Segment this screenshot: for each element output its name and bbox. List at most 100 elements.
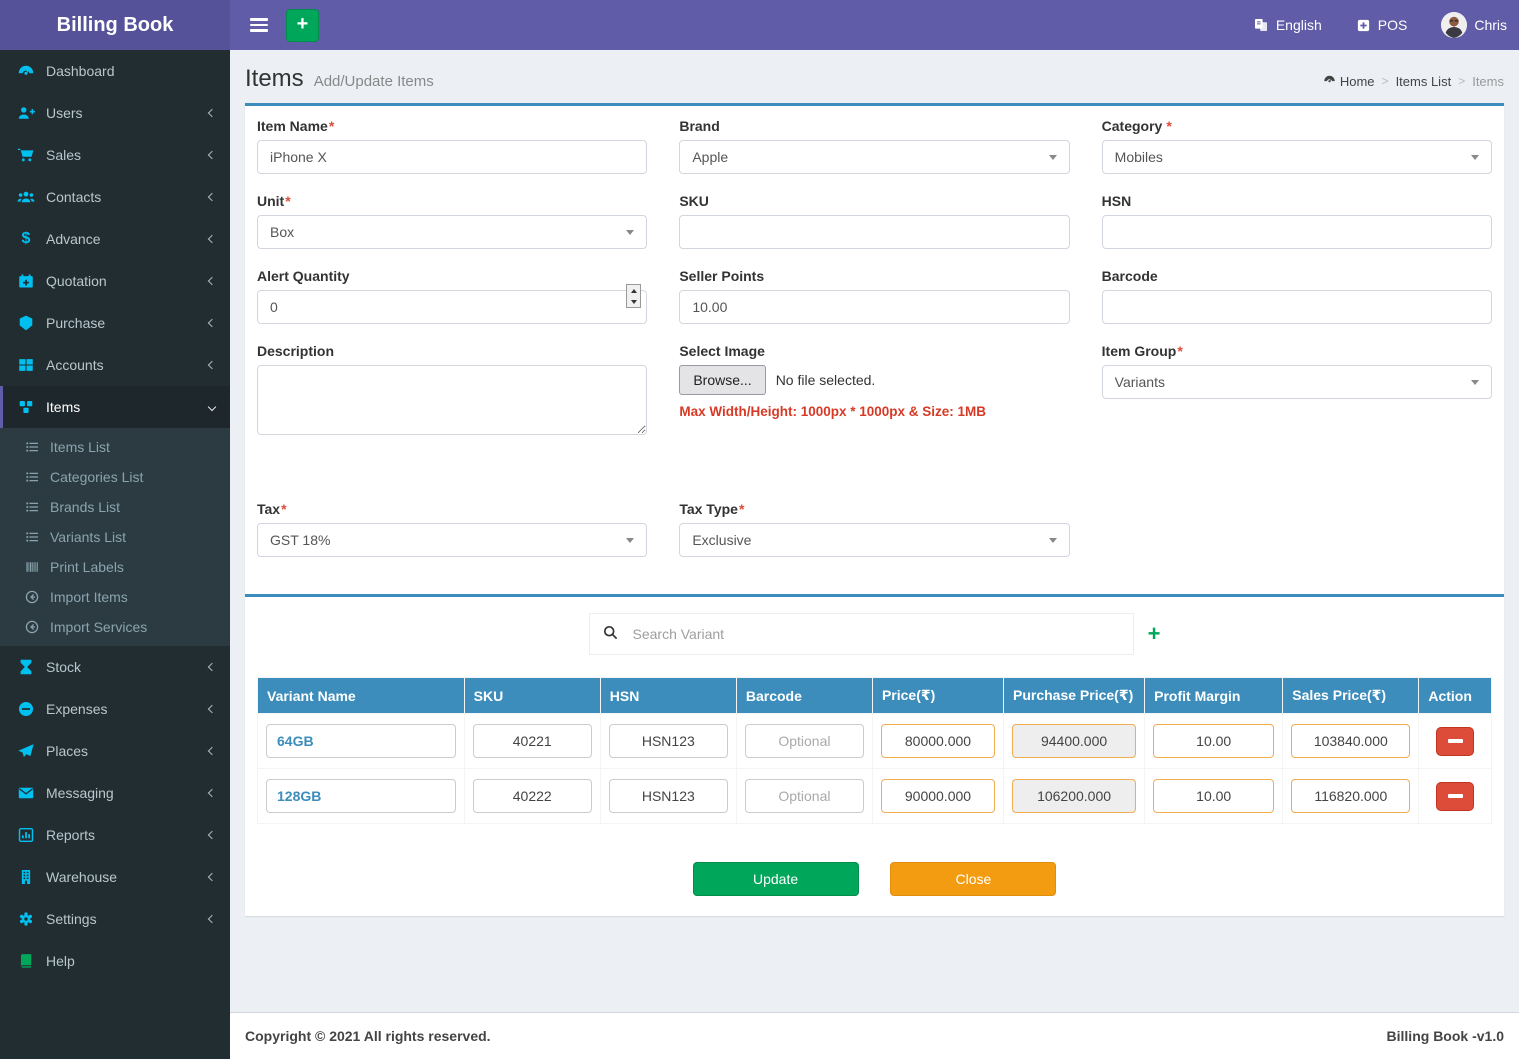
chevron-left-icon bbox=[207, 830, 217, 840]
alert-quantity-field[interactable] bbox=[257, 290, 648, 324]
sidebar-item-users[interactable]: Users bbox=[0, 92, 230, 134]
chevron-left-icon bbox=[207, 192, 217, 202]
sidebar-item-items[interactable]: Items bbox=[0, 386, 230, 428]
delete-variant-button[interactable] bbox=[1436, 726, 1475, 756]
variant-hsn-field[interactable] bbox=[608, 724, 728, 758]
sidebar-item-stock[interactable]: Stock bbox=[0, 646, 230, 688]
item-name-label: Item Name* bbox=[257, 118, 335, 134]
brand-select[interactable]: Apple bbox=[679, 140, 1070, 174]
variant-sales-price-field[interactable] bbox=[1291, 779, 1411, 813]
sidebar-item-settings[interactable]: Settings bbox=[0, 898, 230, 940]
variant-name-field[interactable] bbox=[266, 779, 456, 813]
col-purchase-price: Purchase Price(₹) bbox=[1002, 677, 1146, 714]
barcode-field[interactable] bbox=[1101, 290, 1492, 324]
description-field[interactable] bbox=[257, 365, 648, 435]
sidebar-item-quotation[interactable]: Quotation bbox=[0, 260, 230, 302]
delete-variant-button[interactable] bbox=[1436, 781, 1475, 811]
col-variant-name: Variant Name bbox=[257, 677, 465, 714]
variant-price-field[interactable] bbox=[880, 779, 995, 813]
variant-barcode-field[interactable] bbox=[744, 724, 864, 758]
sidebar-item-reports[interactable]: Reports bbox=[0, 814, 230, 856]
sidebar-item-warehouse[interactable]: Warehouse bbox=[0, 856, 230, 898]
item-group-select[interactable]: Variants bbox=[1101, 365, 1492, 399]
list-icon bbox=[22, 439, 42, 455]
seller-points-field[interactable] bbox=[679, 290, 1070, 324]
footer: Copyright © 2021 All rights reserved. Bi… bbox=[230, 1012, 1519, 1059]
close-button[interactable]: Close bbox=[890, 862, 1057, 896]
unit-select[interactable]: Box bbox=[257, 215, 648, 249]
search-icon bbox=[602, 624, 633, 644]
sidebar-item-import-services[interactable]: Import Services bbox=[0, 612, 230, 642]
variant-barcode-field[interactable] bbox=[744, 779, 864, 813]
variant-sku-field[interactable] bbox=[472, 724, 592, 758]
hsn-label: HSN bbox=[1101, 193, 1132, 209]
variant-profit-margin-field[interactable] bbox=[1153, 724, 1275, 758]
sidebar-item-categories-list[interactable]: Categories List bbox=[0, 462, 230, 492]
sidebar-item-help[interactable]: Help bbox=[0, 940, 230, 982]
quick-add-button[interactable]: + bbox=[286, 8, 319, 42]
hsn-field[interactable] bbox=[1101, 215, 1492, 249]
sidebar-item-contacts[interactable]: Contacts bbox=[0, 176, 230, 218]
browse-button[interactable]: Browse... bbox=[679, 365, 766, 395]
sidebar-item-dashboard[interactable]: Dashboard bbox=[0, 50, 230, 92]
col-hsn: HSN bbox=[599, 677, 737, 714]
col-sku: SKU bbox=[463, 677, 601, 714]
tax-select[interactable]: GST 18% bbox=[257, 523, 648, 557]
variant-name-field[interactable] bbox=[266, 724, 456, 758]
tax-type-select[interactable]: Exclusive bbox=[679, 523, 1070, 557]
sidebar-item-items-list[interactable]: Items List bbox=[0, 432, 230, 462]
sidebar-item-print-labels[interactable]: Print Labels bbox=[0, 552, 230, 582]
chevron-left-icon bbox=[207, 662, 217, 672]
page-subtitle: Add/Update Items bbox=[313, 73, 434, 90]
menu-toggle-button[interactable] bbox=[242, 8, 276, 42]
tax-label: Tax* bbox=[257, 501, 287, 517]
update-button[interactable]: Update bbox=[692, 862, 859, 896]
category-select[interactable]: Mobiles bbox=[1101, 140, 1492, 174]
sidebar-item-places[interactable]: Places bbox=[0, 730, 230, 772]
cube-icon bbox=[15, 314, 37, 332]
col-price: Price(₹) bbox=[871, 677, 1005, 714]
category-label: Category * bbox=[1101, 118, 1172, 134]
cubes-icon bbox=[15, 398, 37, 416]
variant-hsn-field[interactable] bbox=[608, 779, 728, 813]
sidebar-item-sales[interactable]: Sales bbox=[0, 134, 230, 176]
unit-label: Unit* bbox=[257, 193, 291, 209]
pos-button[interactable]: POS bbox=[1356, 17, 1407, 33]
language-icon bbox=[1253, 17, 1269, 33]
select-image-label: Select Image bbox=[679, 343, 765, 359]
variant-sku-field[interactable] bbox=[472, 779, 592, 813]
sidebar-item-advance[interactable]: Advance bbox=[0, 218, 230, 260]
col-action: Action bbox=[1418, 677, 1492, 714]
sku-field[interactable] bbox=[679, 215, 1070, 249]
brand-logo[interactable]: Billing Book bbox=[0, 0, 230, 50]
item-name-field[interactable] bbox=[257, 140, 648, 174]
search-variant-input[interactable] bbox=[632, 626, 1121, 642]
variant-price-field[interactable] bbox=[880, 724, 995, 758]
breadcrumb-current: Items bbox=[1472, 73, 1504, 89]
avatar bbox=[1441, 12, 1468, 38]
sidebar-item-purchase[interactable]: Purchase bbox=[0, 302, 230, 344]
variant-sales-price-field[interactable] bbox=[1291, 724, 1411, 758]
sidebar-item-messaging[interactable]: Messaging bbox=[0, 772, 230, 814]
variant-profit-margin-field[interactable] bbox=[1153, 779, 1275, 813]
user-menu[interactable]: Chris bbox=[1441, 12, 1507, 38]
breadcrumb-items-list[interactable]: Items List bbox=[1395, 73, 1452, 89]
quantity-stepper[interactable] bbox=[626, 284, 642, 308]
list-icon bbox=[22, 469, 42, 485]
chevron-left-icon bbox=[207, 276, 217, 286]
variants-panel: + Variant Name SKU HSN Barcode Price(₹) … bbox=[245, 594, 1504, 916]
image-size-note: Max Width/Height: 1000px * 1000px & Size… bbox=[679, 404, 987, 419]
sidebar-item-variants-list[interactable]: Variants List bbox=[0, 522, 230, 552]
sidebar: Dashboard Users Sales Contacts Advance Q… bbox=[0, 50, 230, 1059]
sidebar-item-import-items[interactable]: Import Items bbox=[0, 582, 230, 612]
variants-table: Variant Name SKU HSN Barcode Price(₹) Pu… bbox=[257, 677, 1492, 824]
sidebar-item-brands-list[interactable]: Brands List bbox=[0, 492, 230, 522]
items-submenu: Items List Categories List Brands List V… bbox=[0, 428, 230, 646]
cart-icon bbox=[15, 146, 37, 164]
language-menu[interactable]: English bbox=[1253, 17, 1322, 33]
add-variant-button[interactable]: + bbox=[1147, 621, 1161, 646]
sidebar-item-accounts[interactable]: Accounts bbox=[0, 344, 230, 386]
breadcrumb-home[interactable]: Home bbox=[1323, 73, 1375, 89]
sidebar-item-expenses[interactable]: Expenses bbox=[0, 688, 230, 730]
paper-plane-icon bbox=[15, 742, 37, 760]
